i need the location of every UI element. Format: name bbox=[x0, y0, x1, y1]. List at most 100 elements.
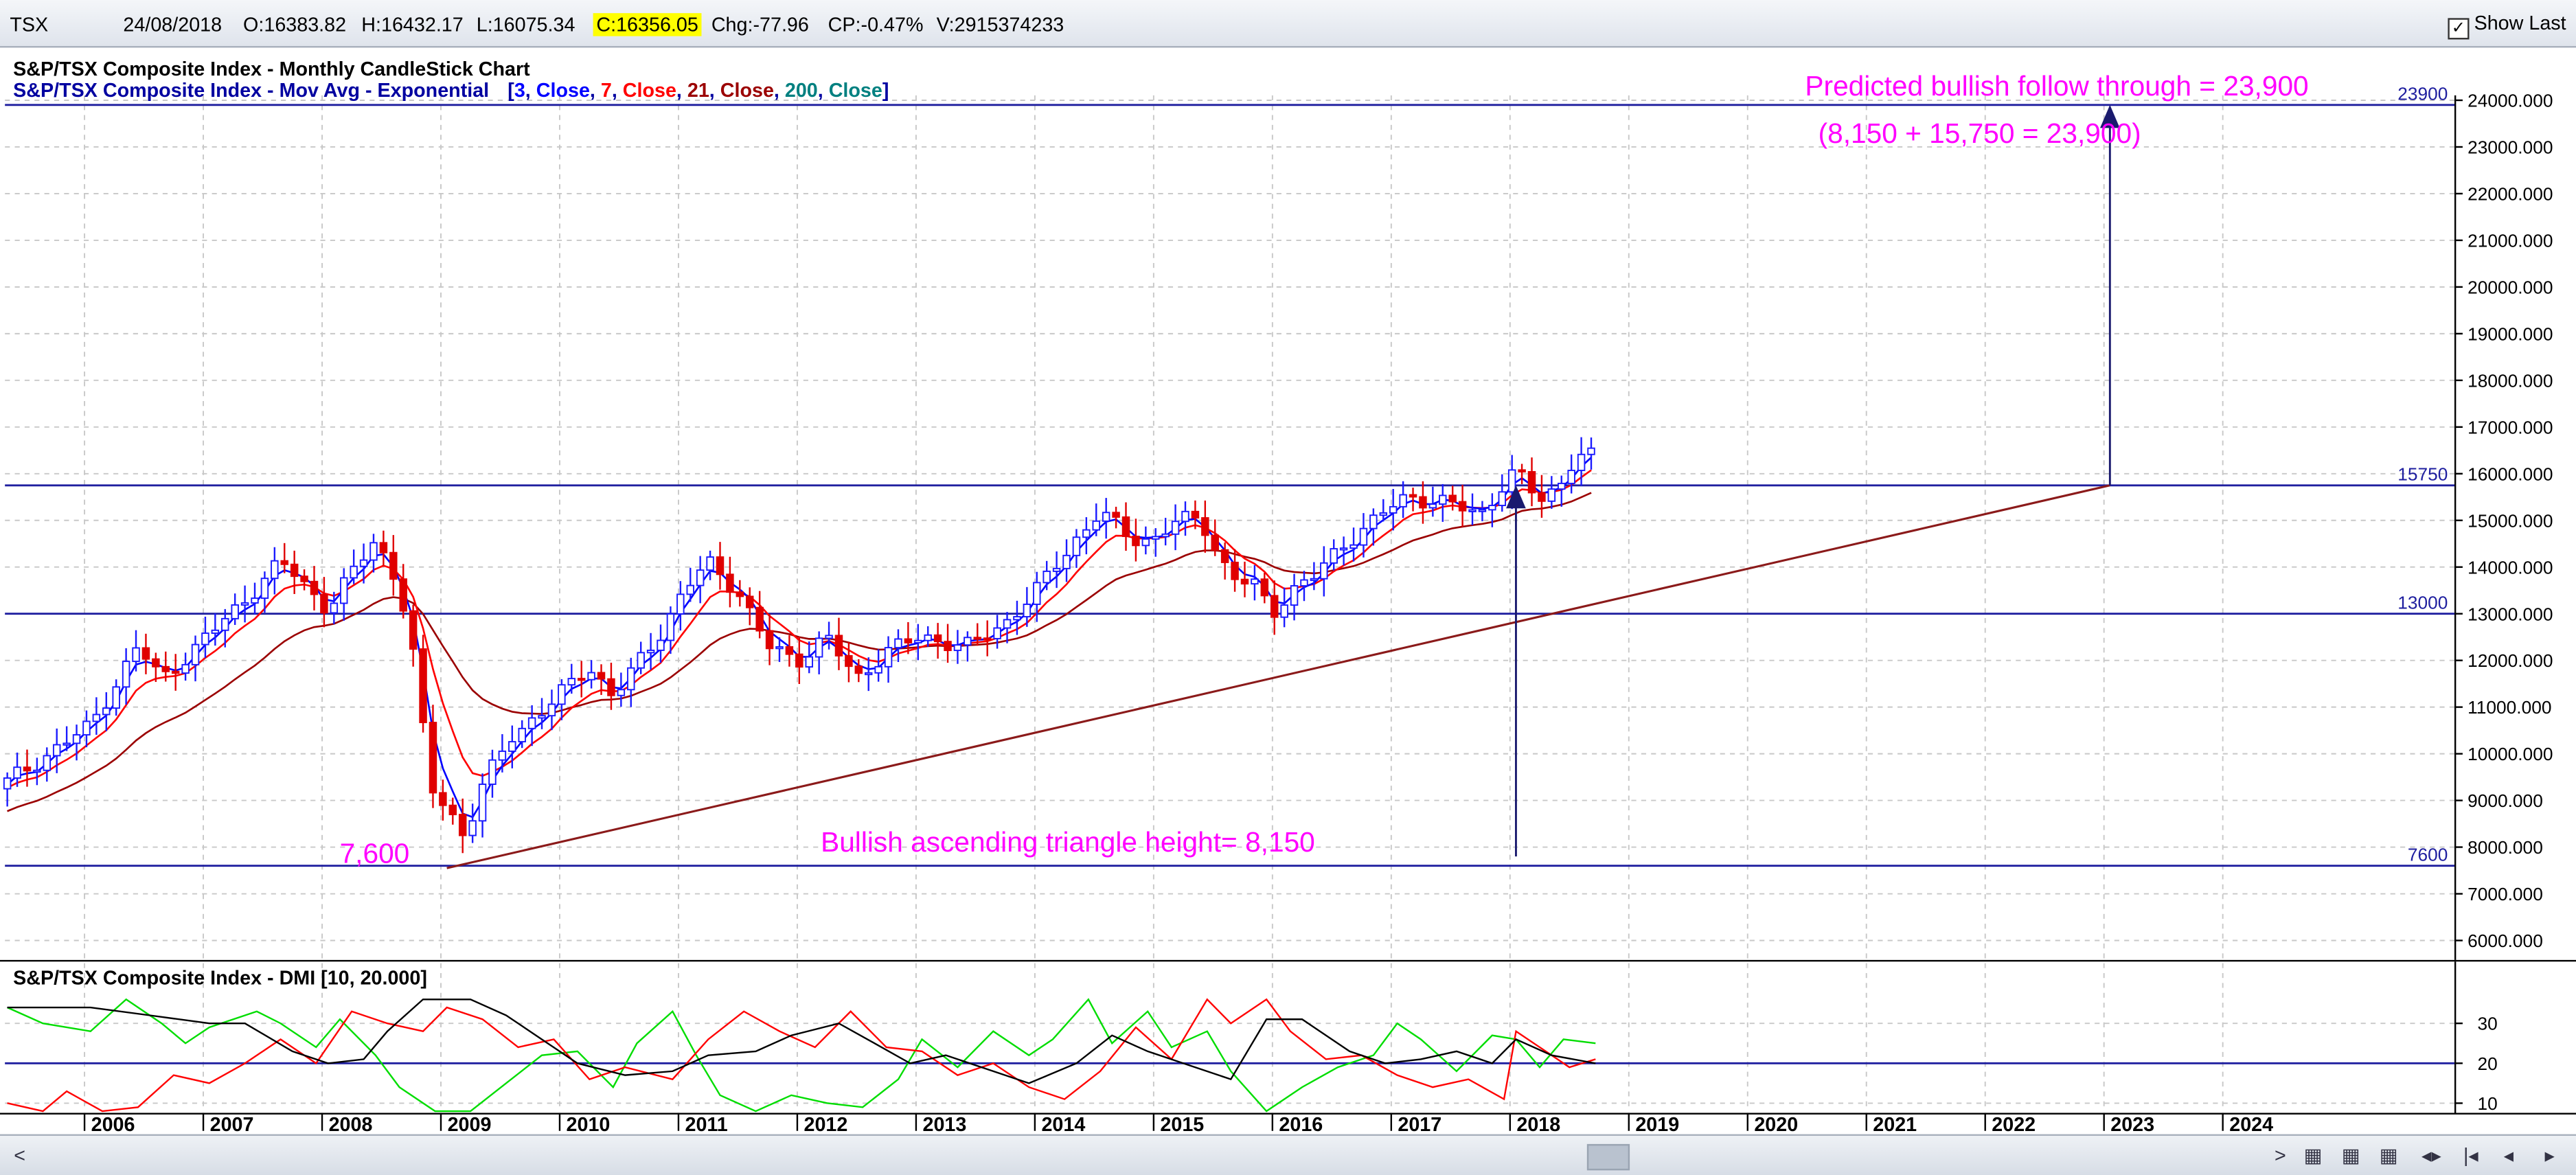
level-label: 23900 bbox=[2397, 84, 2448, 104]
change-value: Chg:-77.96 bbox=[711, 13, 809, 36]
goto-start-icon[interactable]: |◂ bbox=[2463, 1143, 2478, 1167]
y-tick-label: 21000.000 bbox=[2467, 230, 2553, 251]
y-tick-label: 19000.000 bbox=[2467, 323, 2553, 344]
candle-body bbox=[1260, 578, 1269, 597]
legend-token: Close bbox=[823, 80, 882, 102]
candle-body bbox=[1310, 578, 1319, 582]
ema-legend-prefix: S&P/TSX Composite Index - Mov Avg - Expo… bbox=[13, 80, 489, 102]
candle-body bbox=[379, 542, 388, 554]
annotation-triangle-height: Bullish ascending triangle height= 8,150 bbox=[821, 826, 1315, 858]
y-tick-label: 18000.000 bbox=[2467, 370, 2553, 391]
x-tick-label: 2009 bbox=[448, 1114, 492, 1134]
candle-body bbox=[736, 591, 744, 597]
candle-body bbox=[1558, 482, 1566, 490]
level-label: 13000 bbox=[2397, 593, 2448, 613]
candle-body bbox=[33, 769, 41, 773]
dmi-minus-line bbox=[7, 998, 1596, 1113]
candle-body bbox=[1320, 562, 1328, 580]
candle-body bbox=[587, 672, 595, 681]
y-tick-label: 16000.000 bbox=[2467, 464, 2553, 484]
candle-body bbox=[498, 750, 507, 761]
candle-body bbox=[716, 556, 725, 575]
legend-token: Close bbox=[715, 80, 774, 102]
x-tick-label: 2006 bbox=[91, 1114, 135, 1134]
candle-body bbox=[983, 637, 992, 641]
candle-body bbox=[1231, 562, 1239, 580]
candle-body bbox=[1349, 544, 1358, 549]
candle-body bbox=[62, 742, 71, 746]
candle-body bbox=[637, 652, 645, 669]
pan-icon[interactable]: ◂▸ bbox=[2421, 1143, 2441, 1167]
candle-body bbox=[1409, 494, 1417, 498]
candle-body bbox=[676, 593, 685, 615]
scroll-left-icon[interactable]: < bbox=[14, 1143, 26, 1167]
candle-body bbox=[13, 766, 21, 779]
candle-body bbox=[874, 665, 882, 674]
candle-body bbox=[1171, 521, 1180, 535]
candle-body bbox=[696, 569, 705, 586]
step-back-icon[interactable]: ◂ bbox=[2503, 1143, 2514, 1167]
candle-body bbox=[666, 613, 675, 641]
candle-body bbox=[1003, 619, 1012, 629]
candle-body bbox=[1379, 512, 1388, 516]
scroll-right-icon[interactable]: > bbox=[2274, 1143, 2286, 1167]
candle-body bbox=[1052, 567, 1061, 572]
candle-body bbox=[1141, 538, 1150, 547]
y-tick-label: 23000.000 bbox=[2467, 137, 2553, 158]
candle-body bbox=[1102, 512, 1110, 522]
legend-token: 200 bbox=[779, 80, 818, 102]
legend-token: ] bbox=[882, 80, 889, 102]
candle-body bbox=[112, 686, 120, 709]
x-tick-label: 2024 bbox=[2229, 1114, 2273, 1134]
candle-body bbox=[271, 560, 279, 580]
candle-body bbox=[369, 542, 378, 561]
candle-body bbox=[1082, 529, 1091, 538]
candle-body bbox=[201, 632, 209, 646]
change-percent-value: CP:-0.47% bbox=[828, 13, 924, 36]
high-value: H:16432.17 bbox=[361, 13, 464, 36]
y-tick-label: 30 bbox=[2477, 1014, 2497, 1034]
candle-body bbox=[231, 604, 239, 619]
candle-body bbox=[300, 575, 308, 582]
candle-body bbox=[92, 714, 101, 722]
candle-body bbox=[439, 792, 447, 806]
candle-body bbox=[508, 741, 516, 752]
navigation-bar: < > ▦ ▦ ▦ ◂▸ |◂ ◂ ▸ bbox=[0, 1134, 2576, 1175]
show-last-checkbox[interactable]: ✓ Show Last bbox=[2448, 12, 2566, 40]
candle-body bbox=[1577, 453, 1586, 471]
candle-body bbox=[290, 563, 299, 578]
chart-area: 6000.000 7000.000 8000.000 9000.000 10000.00… bbox=[0, 58, 2576, 1134]
candle-body bbox=[1152, 536, 1160, 540]
candle-body bbox=[765, 630, 774, 650]
candle-body bbox=[924, 634, 932, 641]
candle-body bbox=[161, 665, 170, 672]
candle-body bbox=[1518, 469, 1526, 472]
candle-body bbox=[211, 629, 220, 634]
x-tick-label: 2020 bbox=[1754, 1114, 1798, 1134]
arrow-head bbox=[1506, 485, 1526, 509]
candle-body bbox=[1567, 470, 1575, 484]
candle-body bbox=[1439, 494, 1447, 505]
y-tick-label: 15000.000 bbox=[2467, 510, 2553, 531]
ema-7-line bbox=[6, 469, 1592, 789]
scrollbar-thumb[interactable] bbox=[1586, 1143, 1630, 1171]
legend-token: , bbox=[818, 80, 823, 102]
zoom-reset-icon[interactable]: ▦ bbox=[2379, 1143, 2398, 1167]
candle-body bbox=[1062, 554, 1071, 569]
candle-body bbox=[1042, 570, 1051, 584]
candle-body bbox=[280, 560, 288, 565]
candle-body bbox=[468, 820, 477, 836]
ema-legend: S&P/TSX Composite Index - Mov Avg - Expo… bbox=[13, 80, 889, 102]
candle-body bbox=[854, 665, 863, 674]
candle-body bbox=[221, 617, 229, 631]
candle-body bbox=[527, 717, 536, 729]
candle-body bbox=[1538, 492, 1546, 502]
zoom-out-icon[interactable]: ▦ bbox=[2341, 1143, 2360, 1167]
candle-body bbox=[964, 637, 972, 646]
step-forward-icon[interactable]: ▸ bbox=[2544, 1143, 2555, 1167]
candle-body bbox=[577, 678, 586, 681]
y-tick-label: 22000.000 bbox=[2467, 184, 2553, 205]
candle-body bbox=[240, 602, 249, 606]
zoom-in-icon[interactable]: ▦ bbox=[2303, 1143, 2323, 1167]
candle-body bbox=[1399, 494, 1407, 507]
